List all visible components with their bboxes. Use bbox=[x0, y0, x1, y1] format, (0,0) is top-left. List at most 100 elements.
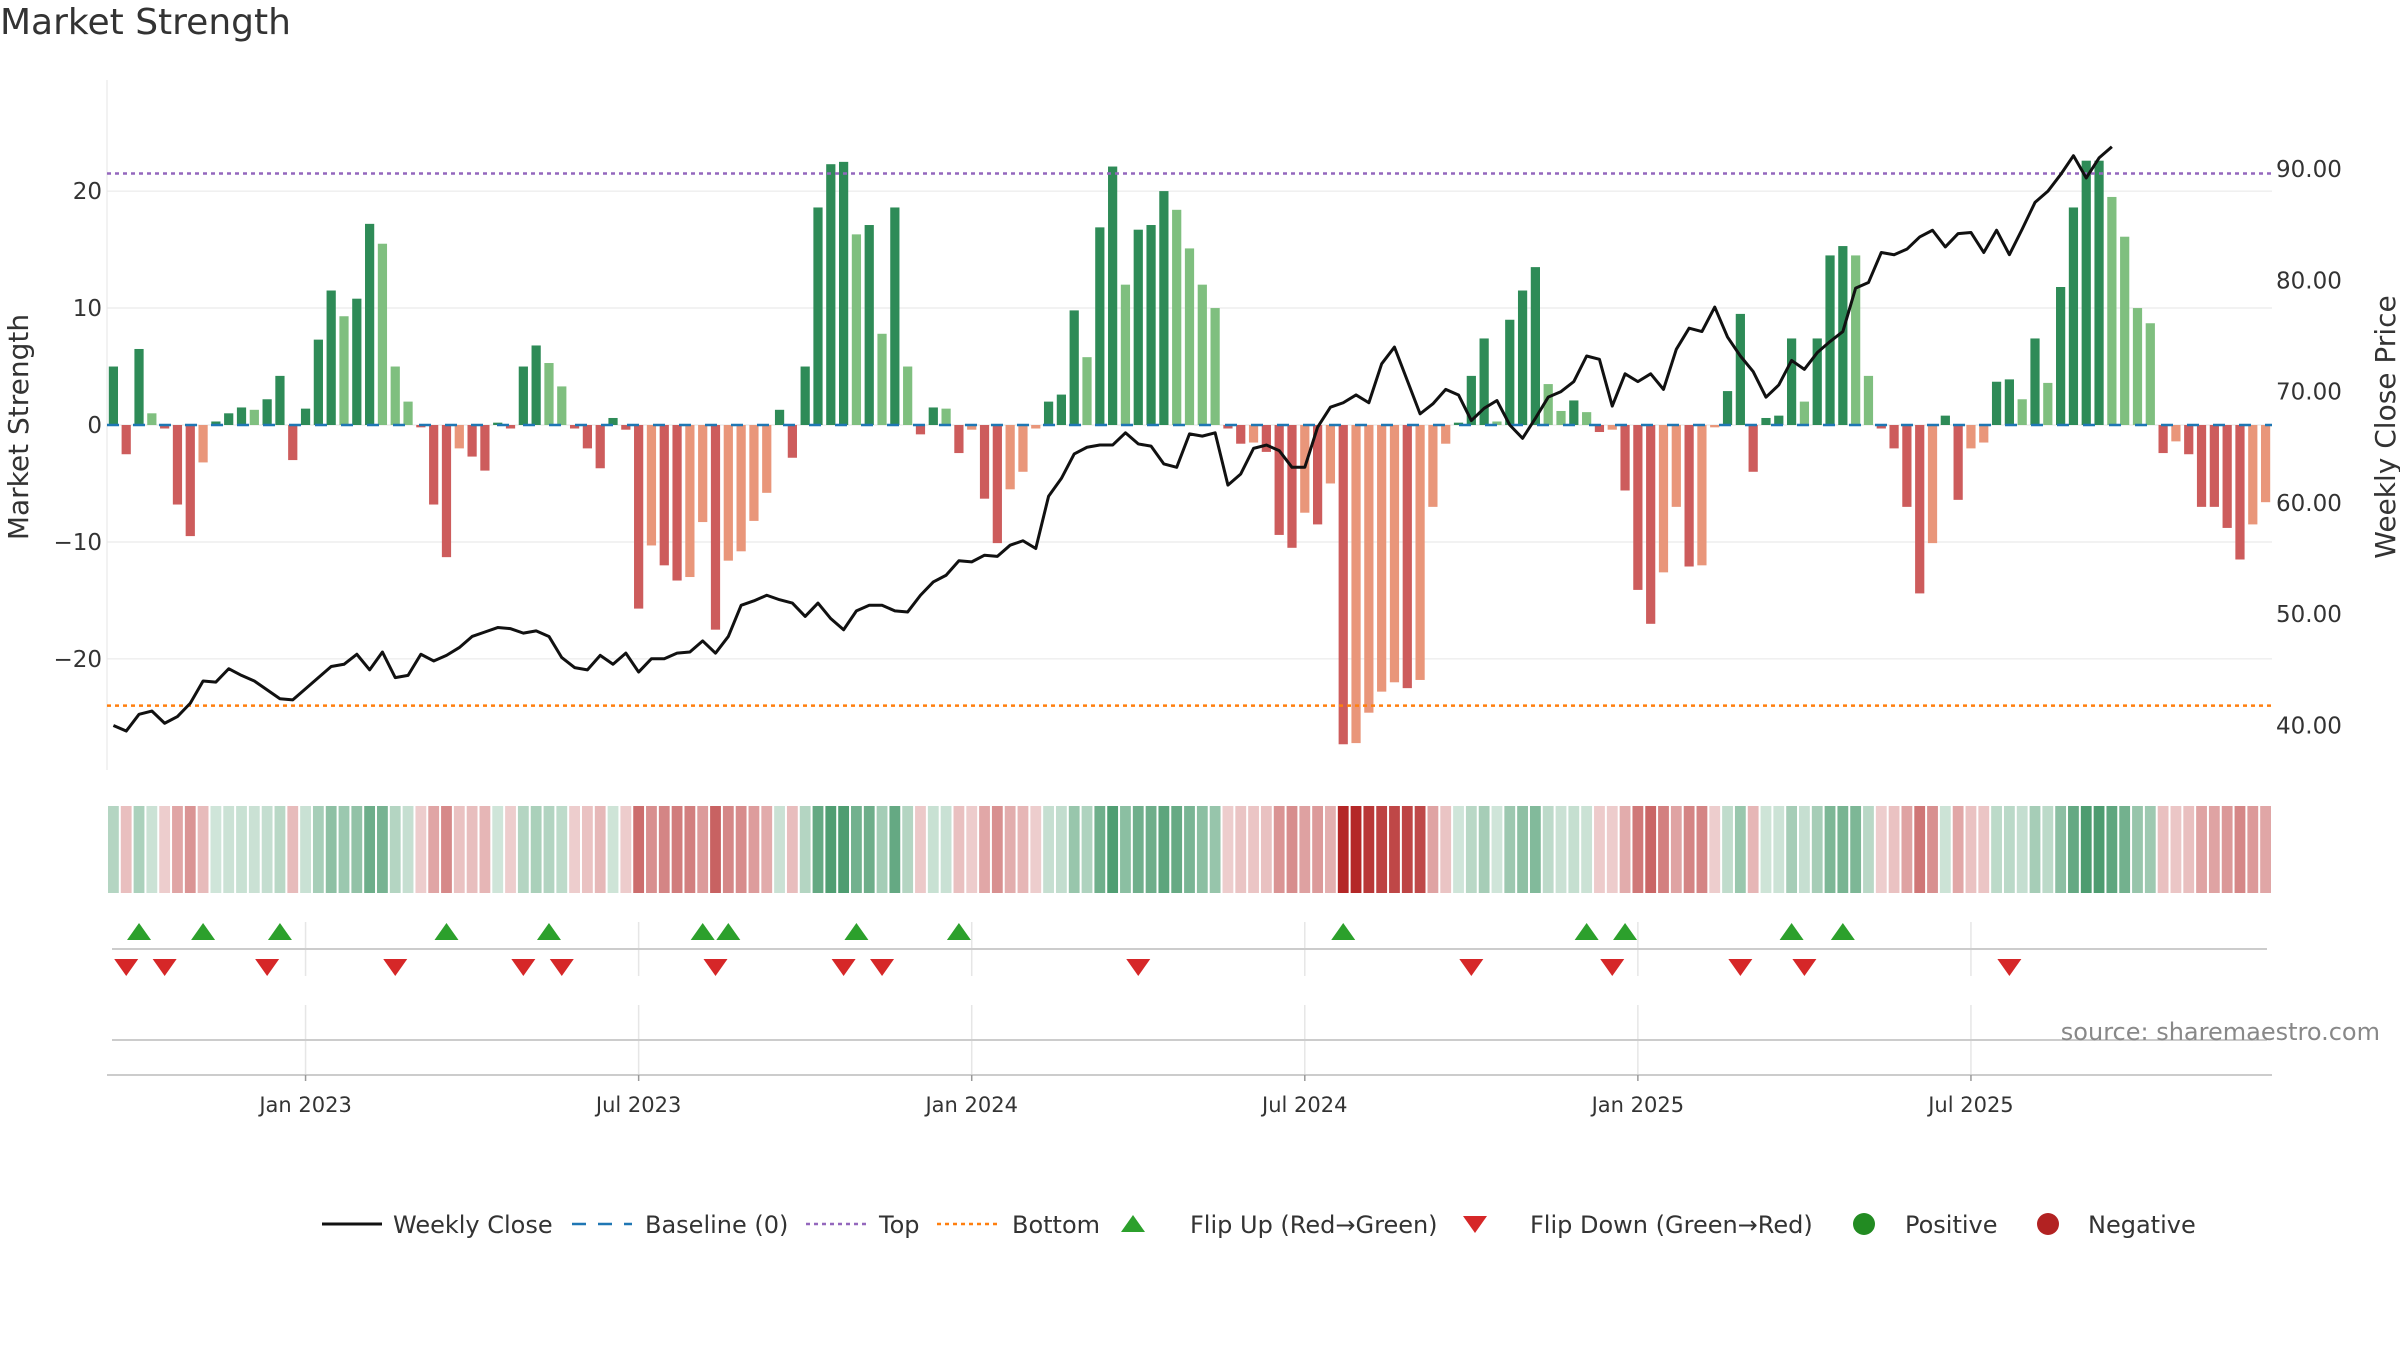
strength-bar bbox=[1697, 425, 1707, 566]
strength-bar bbox=[1120, 284, 1131, 425]
heat-cell bbox=[761, 806, 773, 893]
flip-up-marker bbox=[536, 923, 561, 940]
strength-bar bbox=[1428, 425, 1438, 507]
strength-bar bbox=[313, 339, 323, 425]
chart-title: Market Strength bbox=[0, 2, 291, 43]
heat-cell bbox=[287, 806, 299, 893]
strength-bar bbox=[1556, 410, 1566, 425]
strength-bar bbox=[698, 425, 708, 523]
heat-cell bbox=[902, 806, 914, 893]
heat-cell bbox=[710, 806, 721, 893]
flip-down-marker bbox=[1459, 959, 1484, 976]
heat-cell bbox=[1773, 806, 1785, 893]
heat-cell bbox=[172, 806, 183, 893]
strength-bar bbox=[1146, 225, 1156, 425]
heat-cell bbox=[658, 806, 670, 893]
heat-cell bbox=[1094, 806, 1106, 893]
heat-cell bbox=[1658, 806, 1669, 893]
heat-cell bbox=[1696, 806, 1708, 893]
flip-up-marker bbox=[1830, 923, 1855, 940]
flip-down-marker bbox=[114, 959, 139, 976]
heat-cell bbox=[2208, 806, 2220, 893]
y-right-tick-label: 40.00 bbox=[2276, 713, 2342, 739]
strength-bar bbox=[1927, 425, 1938, 544]
strength-bar bbox=[890, 207, 900, 425]
strength-bar bbox=[1223, 425, 1233, 429]
strength-bar bbox=[121, 425, 131, 455]
strength-bar bbox=[634, 425, 644, 609]
strength-bar bbox=[1722, 391, 1733, 425]
y-left-tick-label: −20 bbox=[53, 647, 102, 673]
heat-cell bbox=[1171, 806, 1183, 893]
legend-swatch bbox=[2037, 1213, 2059, 1235]
flip-up-marker bbox=[1779, 923, 1804, 940]
flip-down-marker bbox=[152, 959, 177, 976]
y-left-tick-label: 10 bbox=[73, 296, 102, 322]
heat-cell bbox=[1414, 806, 1426, 893]
flip-up-marker bbox=[191, 923, 216, 940]
y-right-tick-label: 70.00 bbox=[2276, 380, 2342, 406]
flip-up-marker bbox=[946, 923, 971, 940]
heat-cell bbox=[876, 806, 888, 893]
strength-bar bbox=[1889, 425, 1899, 449]
strength-bar bbox=[2107, 196, 2117, 425]
strength-bar bbox=[1338, 425, 1348, 745]
heat-cell bbox=[1312, 806, 1324, 893]
strength-bar bbox=[2004, 379, 2014, 425]
strength-bar bbox=[608, 417, 618, 425]
flip-down-marker bbox=[255, 959, 280, 976]
strength-bar bbox=[518, 366, 528, 425]
y-right-tick-label: 90.00 bbox=[2276, 157, 2342, 183]
heat-cell bbox=[1952, 806, 1964, 893]
legend-baseline: Baseline (0) bbox=[572, 1211, 788, 1239]
heat-cell bbox=[1209, 806, 1221, 893]
legend-label: Flip Up (Red→Green) bbox=[1190, 1211, 1438, 1239]
heat-cell bbox=[1939, 806, 1951, 893]
legend-swatch bbox=[1121, 1215, 1145, 1232]
strength-bar bbox=[2017, 399, 2027, 425]
heat-cell bbox=[2170, 806, 2182, 893]
strength-bar bbox=[390, 366, 400, 425]
heat-cell bbox=[146, 806, 158, 893]
heat-cell bbox=[197, 806, 209, 893]
heat-cell bbox=[505, 806, 516, 893]
strength-bar bbox=[1453, 422, 1464, 425]
strength-bar bbox=[1620, 425, 1630, 491]
strength-bar bbox=[1312, 425, 1323, 525]
strength-bar bbox=[1658, 425, 1669, 573]
strength-bar bbox=[480, 425, 490, 471]
strength-bar bbox=[877, 333, 887, 425]
heat-cell bbox=[2234, 806, 2246, 893]
strength-bar bbox=[1979, 425, 1989, 443]
heat-cell bbox=[1734, 806, 1746, 893]
strength-bar bbox=[1915, 425, 1925, 594]
heat-cell bbox=[774, 806, 785, 893]
strength-bar bbox=[2222, 425, 2232, 528]
heat-cell bbox=[1670, 806, 1682, 893]
heat-cell bbox=[120, 806, 132, 893]
heat-cell bbox=[1555, 806, 1567, 893]
strength-bar bbox=[1646, 425, 1656, 624]
legend-top: Top bbox=[806, 1211, 920, 1239]
heat-cell bbox=[581, 806, 593, 893]
heat-cell bbox=[697, 806, 709, 893]
strength-bar bbox=[198, 425, 208, 463]
strength-bar bbox=[1069, 310, 1079, 425]
strength-bar bbox=[851, 234, 862, 425]
strength-bar bbox=[1377, 425, 1387, 692]
flip-down-marker bbox=[1728, 959, 1753, 976]
heat-cell bbox=[786, 806, 798, 893]
strength-bar bbox=[2094, 160, 2104, 425]
strength-bar bbox=[300, 408, 311, 425]
legend-label: Bottom bbox=[1012, 1211, 1100, 1239]
heat-cell bbox=[2119, 806, 2131, 893]
heat-cell bbox=[620, 806, 632, 893]
heat-cell bbox=[325, 806, 337, 893]
heat-cell bbox=[1081, 806, 1093, 893]
strength-bar bbox=[505, 425, 516, 429]
heat-cell bbox=[633, 806, 645, 893]
heat-cell bbox=[1568, 806, 1580, 893]
strength-bar bbox=[1991, 381, 2002, 425]
heat-cell bbox=[735, 806, 747, 893]
strength-bar bbox=[621, 425, 631, 430]
